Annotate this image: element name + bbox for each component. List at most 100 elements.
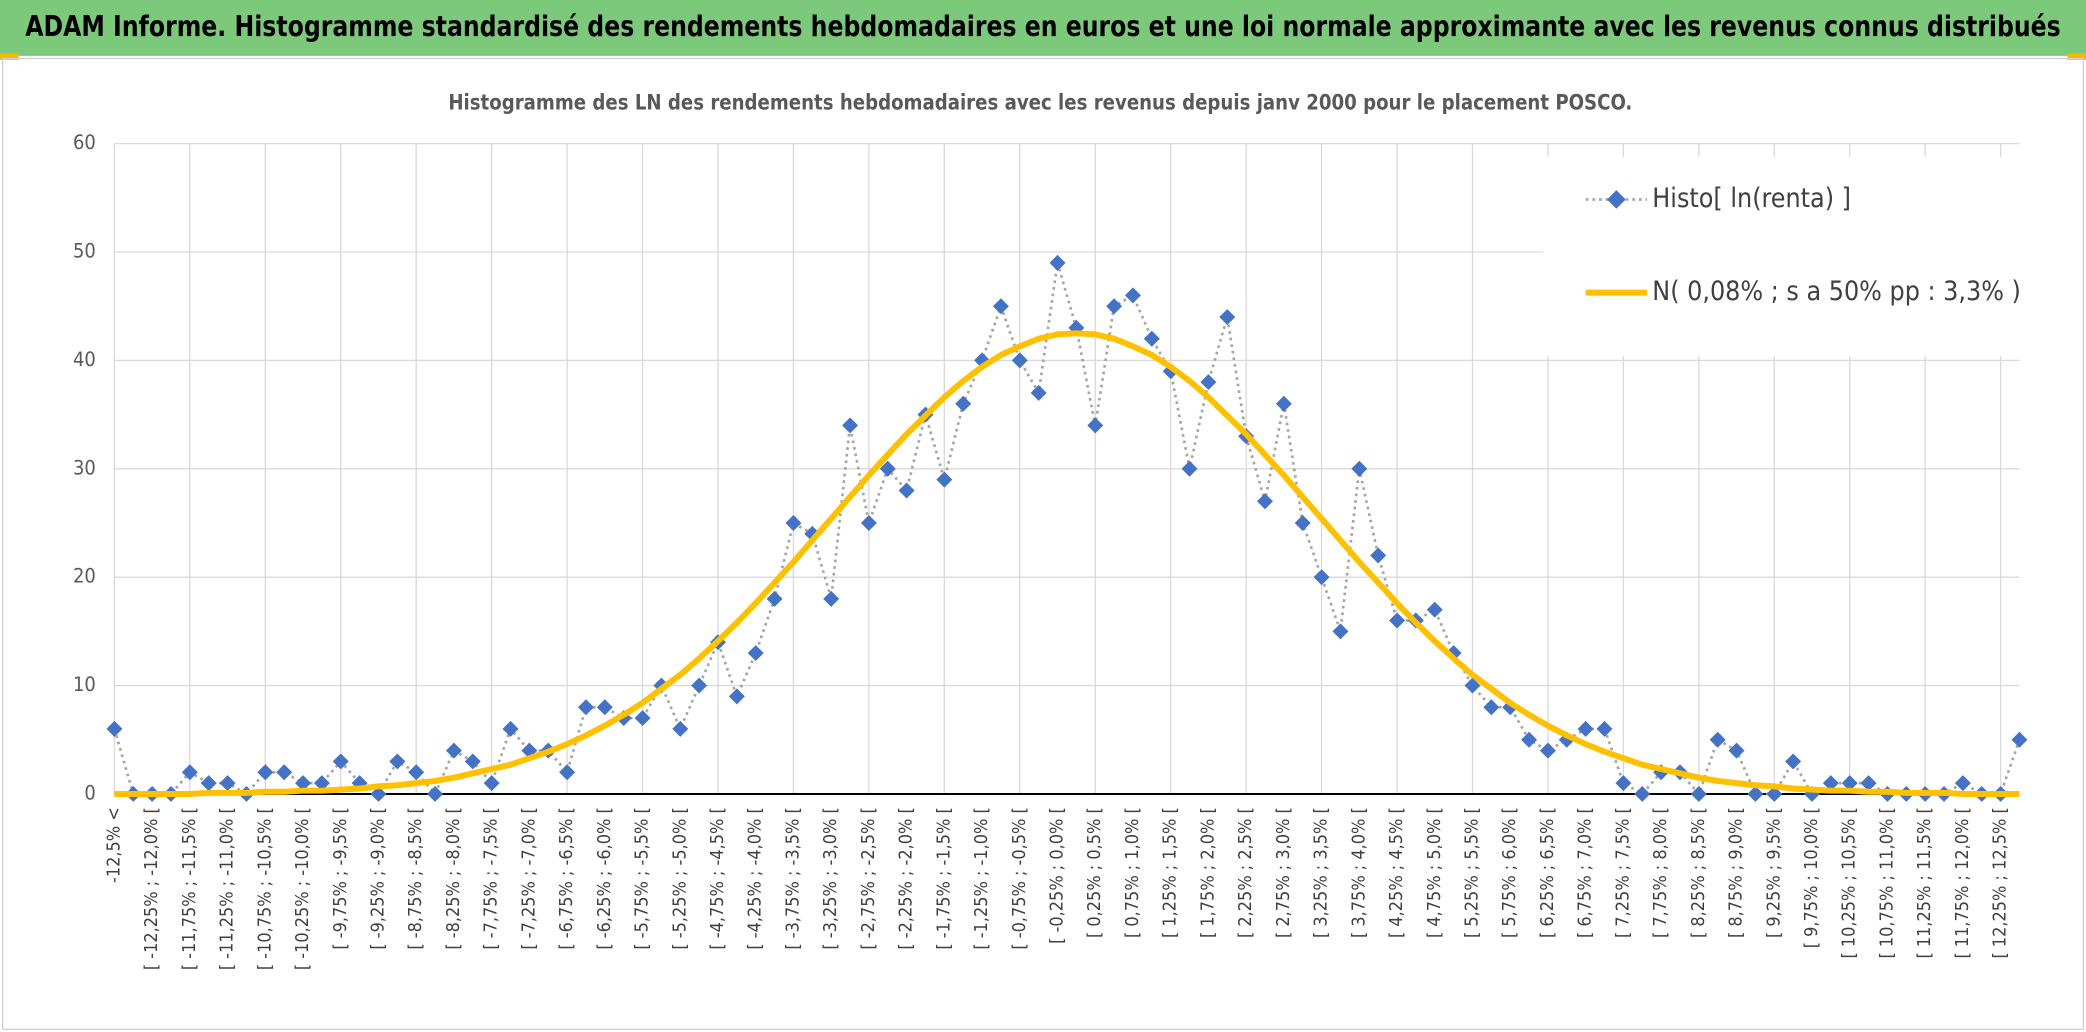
x-tick-label: [ 10,25% ; 10,5% [ [1839, 807, 1860, 958]
x-tick-label: [ 11,25% ; 11,5% [ [1914, 807, 1935, 958]
data-point [1615, 775, 1632, 792]
x-tick-label: [ 4,75% ; 5,0% [ [1424, 807, 1445, 938]
data-point [559, 764, 576, 781]
y-tick-label: 0 [84, 780, 95, 804]
data-point [879, 460, 896, 477]
x-tick-label: [ 9,25% ; 9,5% [ [1763, 807, 1784, 938]
x-tick-label: [ -1,75% ; -1,5% [ [933, 807, 954, 949]
data-point [181, 764, 198, 781]
data-point [898, 482, 915, 499]
x-tick-label: [ 10,75% ; 11,0% [ [1876, 807, 1897, 958]
data-point [1634, 785, 1651, 802]
data-point [219, 775, 236, 792]
chart-title: Histogramme des LN des rendements hebdom… [448, 91, 1632, 116]
data-point [1728, 742, 1745, 759]
data-point [1030, 384, 1047, 401]
data-point [2011, 731, 2028, 748]
legend-marker [1607, 190, 1626, 209]
data-point [389, 753, 406, 770]
data-point [1200, 374, 1217, 391]
x-tick-label: [ 7,25% ; 7,5% [ [1612, 807, 1633, 938]
x-tick-label: [ -11,25% ; -11,0% [ [217, 807, 238, 970]
data-point [672, 720, 689, 737]
x-tick-label: [ 0,25% ; 0,5% [ [1084, 807, 1105, 938]
corner-accent [0, 53, 19, 60]
data-point [1822, 775, 1839, 792]
x-tick-label: [ -9,25% ; -9,0% [ [367, 807, 388, 949]
x-tick-label: [ -10,75% ; -10,5% [ [254, 807, 275, 970]
x-tick-label: [ 9,75% ; 10,0% [ [1801, 807, 1822, 948]
data-point [1124, 287, 1141, 304]
x-tick-label: [ -2,25% ; -2,0% [ [896, 807, 917, 949]
x-tick-label: [ -3,25% ; -3,0% [ [820, 807, 841, 949]
x-tick-label: [ -3,75% ; -3,5% [ [782, 807, 803, 949]
data-point [1257, 493, 1273, 510]
data-point [200, 775, 217, 792]
data-point [1464, 677, 1481, 694]
x-tick-label: [ 1,75% ; 2,0% [ [1197, 807, 1218, 938]
x-tick-label: [ -10,25% ; -10,0% [ [292, 807, 313, 970]
data-point [1521, 731, 1538, 748]
x-tick-label: [ 5,25% ; 5,5% [ [1461, 807, 1482, 938]
data-point [1860, 775, 1877, 792]
data-point [257, 764, 274, 781]
legend: Histo[ ln(renta) ] N( 0,08% ; s a 50% pp … [1543, 156, 2023, 357]
x-tick-label: [ 4,25% ; 4,5% [ [1386, 807, 1407, 938]
plot [106, 254, 2028, 802]
x-tick-label: [ 5,75% ; 6,0% [ [1499, 807, 1520, 938]
data-point [1596, 720, 1613, 737]
x-tick-label: [ -5,25% ; -5,0% [ [669, 807, 690, 949]
data-point [483, 775, 500, 792]
x-tick-label: [ -7,25% ; -7,0% [ [518, 807, 539, 949]
x-tick-label: [ -0,25% ; 0,0% [ [1047, 807, 1068, 944]
x-tick-label: [ -12,25% ; -12,0% [ [141, 807, 162, 970]
chart-border [1, 57, 2085, 1031]
data-point [1954, 775, 1971, 792]
data-point [1539, 742, 1556, 759]
data-point [1483, 699, 1500, 716]
x-tick-label: [ 11,75% ; 12,0% [ [1952, 807, 1973, 958]
x-tick-label: [ -6,25% ; -6,0% [ [594, 807, 615, 949]
x-tick-label: [ -5,75% ; -5,5% [ [632, 807, 653, 949]
x-tick-label: [ 3,75% ; 4,0% [ [1348, 807, 1369, 938]
data-point [313, 775, 330, 792]
x-tick-label: [ -9,75% ; -9,5% [ [330, 807, 351, 949]
data-point [728, 688, 745, 705]
header-bar [0, 0, 2086, 56]
data-point [1785, 753, 1802, 770]
data-point [1275, 395, 1292, 412]
data-point [634, 710, 651, 727]
x-tick-label: [ -11,75% ; -11,5% [ [179, 807, 200, 970]
grid: 0 10 20 30 40 50 60 -12,5% < [ -12,25% ; -12,0% … [73, 130, 2020, 970]
data-point [1841, 775, 1858, 792]
data-point [370, 785, 387, 802]
legend-label: N( 0,08% ; s a 50% pp : 3,3% ) [1652, 276, 2021, 307]
x-tick-label: [ 2,75% ; 3,0% [ [1273, 807, 1294, 938]
x-tick-label: [ 7,75% ; 8,0% [ [1650, 807, 1671, 938]
legend-label: Histo[ ln(renta) ] [1652, 183, 1851, 214]
data-point [502, 720, 519, 737]
y-tick-label: 20 [73, 564, 96, 588]
data-point [577, 699, 594, 716]
data-point [295, 775, 312, 792]
x-tick-label: [ 12,25% ; 12,5% [ [1990, 807, 2011, 958]
x-tick-label: [ -8,75% ; -8,5% [ [405, 807, 426, 949]
x-tick-label: [ 3,25% ; 3,5% [ [1311, 807, 1332, 938]
x-tick-label: [ -6,75% ; -6,5% [ [556, 807, 577, 949]
data-point [1766, 785, 1783, 802]
data-point [1143, 330, 1160, 347]
x-tick-label: [ -4,75% ; -4,5% [ [707, 807, 728, 949]
data-point [691, 677, 708, 694]
data-point [1181, 460, 1198, 477]
x-tick-label: [ 8,75% ; 9,0% [ [1726, 807, 1747, 938]
page-title: ADAM Informe. Histogramme standardisé de… [25, 9, 2060, 43]
data-point [106, 720, 123, 737]
x-tick-label: [ -4,25% ; -4,0% [ [745, 807, 766, 949]
x-tick-label: [ -7,75% ; -7,5% [ [481, 807, 502, 949]
data-point [1011, 352, 1028, 369]
x-tick-label: [ 6,75% ; 7,0% [ [1575, 807, 1596, 938]
x-tick-label: [ 6,25% ; 6,5% [ [1537, 807, 1558, 938]
data-point [464, 753, 481, 770]
